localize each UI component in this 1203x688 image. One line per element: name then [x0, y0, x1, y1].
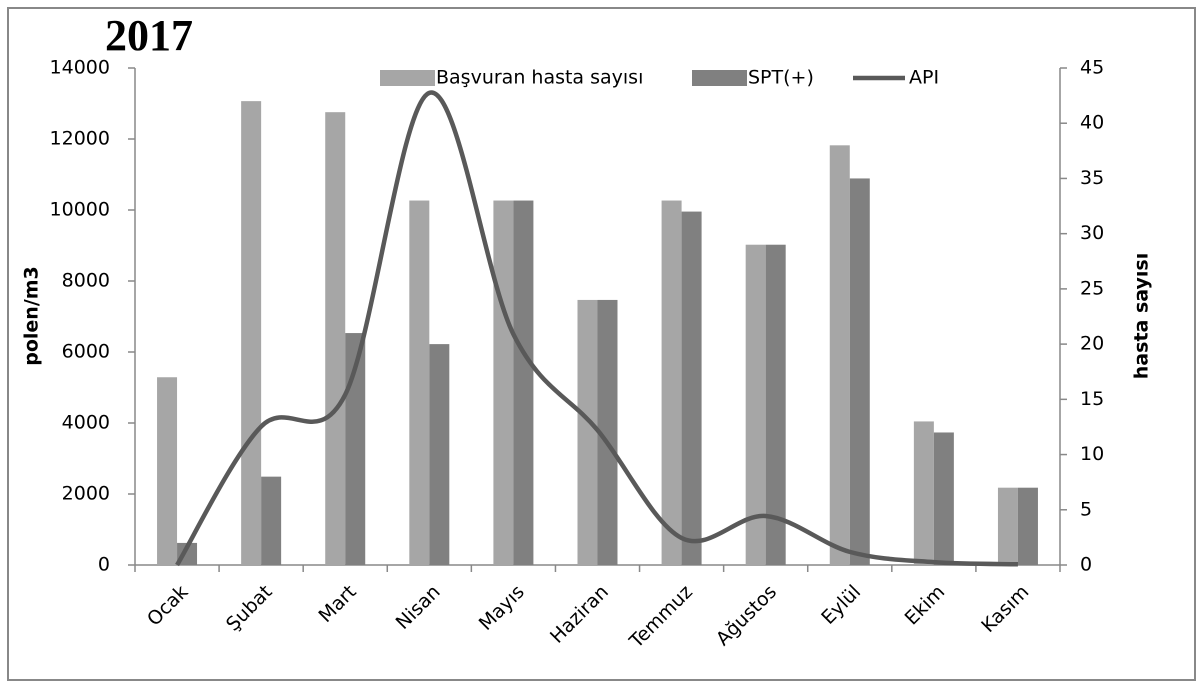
y-tick-label: 10000	[50, 199, 110, 221]
bar	[513, 200, 534, 566]
legend-label: API	[909, 67, 939, 89]
bar	[997, 487, 1018, 565]
y2-tick-label: 20	[1080, 333, 1104, 355]
y2-tick-label: 15	[1080, 388, 1104, 410]
bar	[157, 377, 178, 565]
bar	[1017, 487, 1038, 565]
y2-tick-label: 10	[1080, 443, 1104, 465]
y-tick-label: 0	[98, 554, 110, 576]
bar	[597, 299, 618, 565]
y2-tick-label: 35	[1080, 167, 1104, 189]
bar	[325, 112, 346, 565]
y-axis-title: polen/m3	[21, 266, 43, 366]
y-tick-label: 12000	[50, 128, 110, 150]
bar	[493, 200, 514, 566]
bar	[829, 145, 850, 566]
bar	[681, 211, 702, 566]
bar	[261, 476, 282, 565]
bar	[745, 244, 766, 565]
bar	[933, 432, 954, 565]
y2-tick-label: 40	[1080, 112, 1104, 134]
bar	[429, 344, 450, 565]
legend-label: SPT(+)	[748, 67, 814, 89]
y-tick-label: 4000	[62, 412, 110, 434]
y2-tick-label: 30	[1080, 222, 1104, 244]
legend-swatch	[692, 70, 747, 86]
y2-tick-label: 45	[1080, 57, 1104, 79]
y2-axis-title: hasta sayısı	[1131, 253, 1153, 379]
bar	[765, 244, 786, 565]
y2-tick-label: 0	[1080, 554, 1092, 576]
bar	[345, 333, 366, 565]
y2-tick-label: 25	[1080, 277, 1104, 299]
y2-tick-label: 5	[1080, 498, 1092, 520]
bar	[577, 299, 598, 565]
y-tick-label: 6000	[62, 341, 110, 363]
bar	[241, 101, 262, 565]
bar	[913, 421, 934, 565]
y-tick-label: 8000	[62, 270, 110, 292]
legend-swatch	[380, 70, 435, 86]
bar	[849, 178, 870, 565]
api-line	[175, 90, 1019, 567]
y-tick-label: 2000	[62, 483, 110, 505]
legend-label: Başvuran hasta sayısı	[436, 67, 643, 89]
bar	[661, 200, 682, 566]
y-tick-label: 14000	[50, 57, 110, 79]
bar	[409, 200, 430, 566]
chart-title: 2017	[105, 11, 193, 60]
